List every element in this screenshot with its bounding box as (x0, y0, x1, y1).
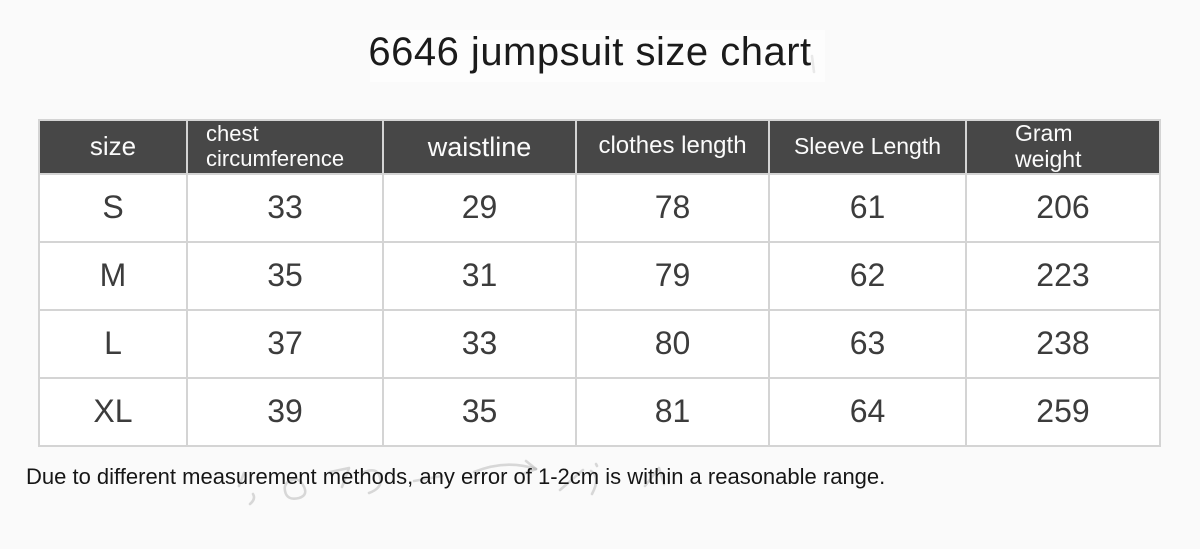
header-size: size (38, 119, 188, 175)
header-gram-weight: Gram weight (965, 119, 1161, 175)
cell-xl-waist: 35 (382, 376, 577, 447)
cell-l-waist: 33 (382, 308, 577, 379)
table-row-l: L 37 33 80 63 238 (38, 308, 1161, 379)
header-waistline-label: waistline (427, 131, 532, 162)
cell-m-sleeve-length: 62 (768, 240, 967, 311)
page-title: 6646 jumpsuit size chart (368, 30, 812, 74)
header-clothes-length: clothes length (575, 119, 770, 175)
cell-l-gram-weight: 238 (965, 308, 1161, 379)
cell-l-sleeve-length: 63 (768, 308, 967, 379)
measurement-disclaimer: Due to different measurement methods, an… (26, 464, 886, 489)
cell-s-gram-weight: 206 (965, 172, 1161, 243)
cell-s-chest: 33 (186, 172, 384, 243)
cell-m-clothes-length: 79 (575, 240, 770, 311)
table-row-s: S 33 29 78 61 206 (38, 172, 1161, 243)
cell-xl-clothes-length: 81 (575, 376, 770, 447)
cell-size-s: S (38, 172, 188, 243)
cell-m-chest: 35 (186, 240, 384, 311)
table-row-xl: XL 39 35 81 64 259 (38, 376, 1161, 447)
cell-size-l: L (38, 308, 188, 379)
cell-s-waist: 29 (382, 172, 577, 243)
cell-l-clothes-length: 80 (575, 308, 770, 379)
cell-xl-gram-weight: 259 (965, 376, 1161, 447)
table-header-row: size chest circumference waistline cloth… (38, 119, 1161, 175)
cell-m-gram-weight: 223 (965, 240, 1161, 311)
cell-xl-sleeve-length: 64 (768, 376, 967, 447)
title-background-band (370, 30, 825, 82)
cell-l-chest: 37 (186, 308, 384, 379)
cell-s-sleeve-length: 61 (768, 172, 967, 243)
table-row-m: M 35 31 79 62 223 (38, 240, 1161, 311)
cell-xl-chest: 39 (186, 376, 384, 447)
header-clothes-length-label: clothes length (598, 132, 747, 160)
header-gram-weight-label: Gram weight (1015, 120, 1082, 172)
cell-m-waist: 31 (382, 240, 577, 311)
header-chest-circumference-label: chest circumference (206, 121, 345, 171)
cell-size-m: M (38, 240, 188, 311)
header-sleeve-length-label: Sleeve Length (793, 132, 942, 159)
header-chest-circumference: chest circumference (186, 119, 384, 175)
cell-size-xl: XL (38, 376, 188, 447)
header-waistline: waistline (382, 119, 577, 175)
header-size-label: size (89, 131, 137, 162)
size-chart-table: size chest circumference waistline cloth… (38, 119, 1161, 447)
header-sleeve-length: Sleeve Length (768, 119, 967, 175)
cell-s-clothes-length: 78 (575, 172, 770, 243)
